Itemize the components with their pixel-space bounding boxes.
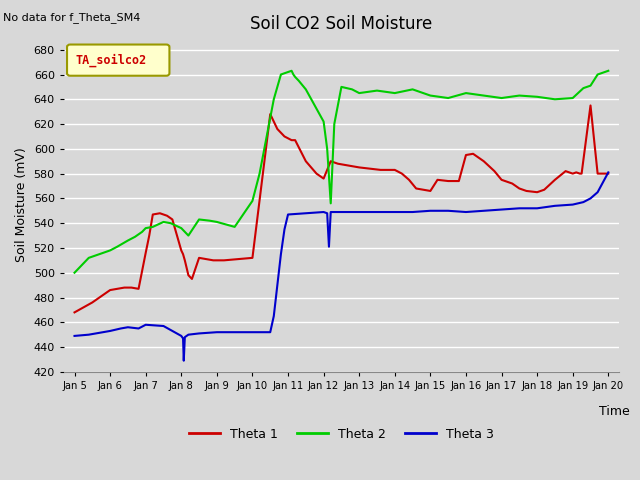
Text: TA_soilco2: TA_soilco2 — [76, 53, 147, 67]
X-axis label: Time: Time — [599, 405, 630, 418]
Y-axis label: Soil Moisture (mV): Soil Moisture (mV) — [15, 147, 28, 262]
Text: No data for f_Theta_SM4: No data for f_Theta_SM4 — [3, 12, 141, 23]
Title: Soil CO2 Soil Moisture: Soil CO2 Soil Moisture — [250, 15, 433, 33]
Legend: Theta 1, Theta 2, Theta 3: Theta 1, Theta 2, Theta 3 — [184, 423, 499, 446]
